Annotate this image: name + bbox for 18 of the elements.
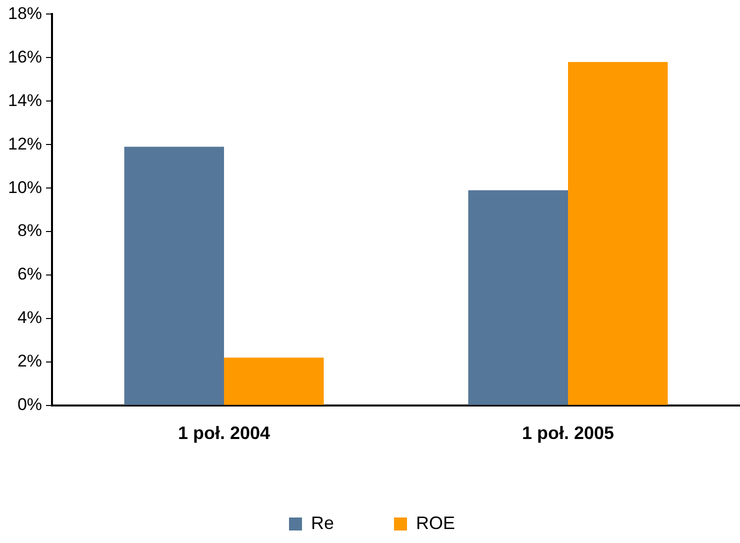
y-tick-label: 2% [17, 352, 42, 371]
y-tick-label: 0% [17, 395, 42, 414]
y-tick-label: 4% [17, 308, 42, 328]
y-tick-label: 12% [8, 134, 42, 154]
x-tick-label: 1 poł. 2004 [178, 423, 270, 444]
y-tick-label: 10% [8, 178, 42, 197]
y-tick-label: 8% [17, 221, 42, 240]
y-tick-label: 14% [8, 90, 42, 110]
legend-label: Re [310, 512, 334, 533]
bar [224, 358, 324, 405]
y-tick-label: 6% [17, 264, 42, 284]
y-tick-label: 18% [8, 4, 42, 23]
bar [568, 62, 668, 405]
legend-label: ROE [416, 512, 456, 533]
x-tick-label: 1 poł. 2005 [522, 423, 614, 444]
bar [468, 190, 568, 405]
y-tick-label: 16% [8, 47, 42, 66]
bar [124, 146, 224, 405]
